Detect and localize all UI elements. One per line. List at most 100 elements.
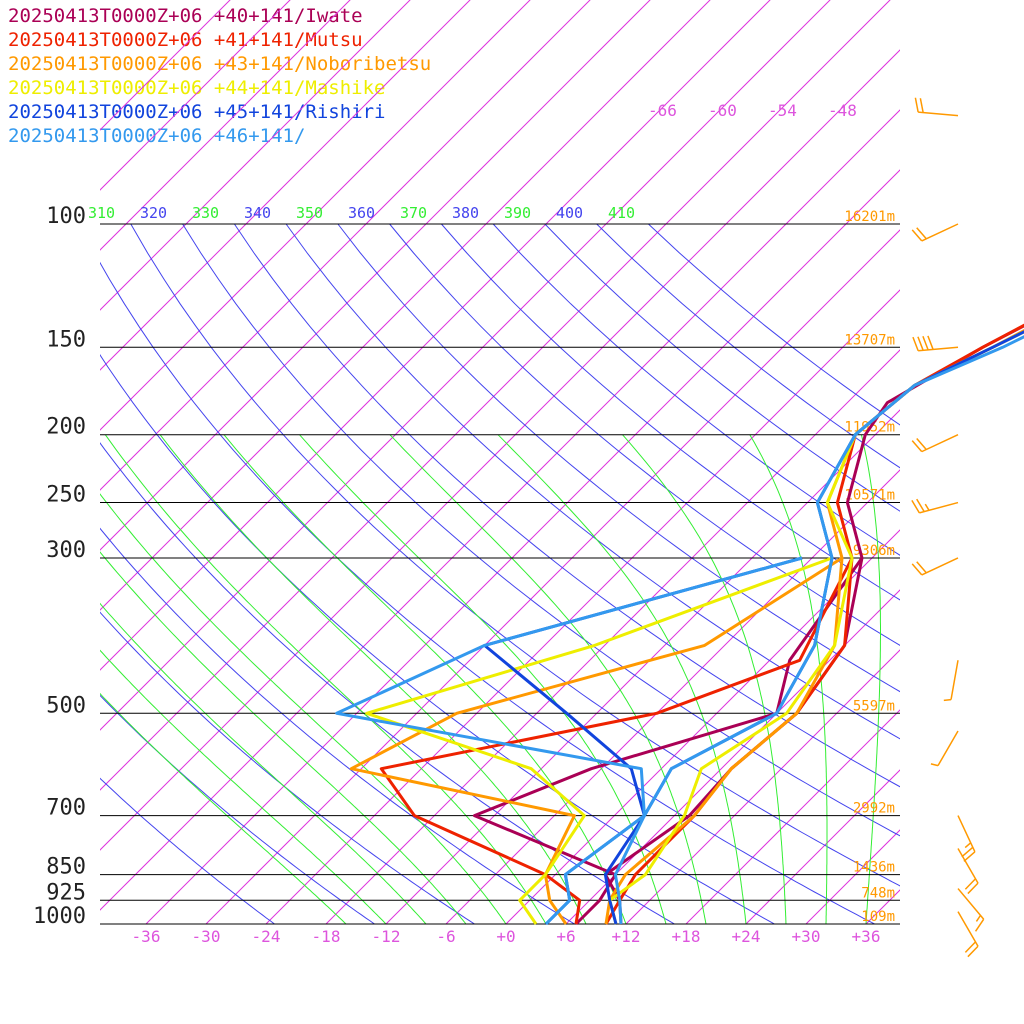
moist-adiabat-line bbox=[223, 434, 627, 924]
height-label: 748m bbox=[861, 885, 895, 901]
height-label: 5597m bbox=[853, 698, 895, 714]
temperature-tick-label: +6 bbox=[556, 927, 575, 946]
pressure-tick-label: 500 bbox=[46, 693, 86, 718]
isotherm-line bbox=[100, 0, 531, 431]
moist-adiabat-line bbox=[100, 551, 467, 924]
temperature-tick-label: +24 bbox=[732, 927, 761, 946]
pressure-tick-label: 200 bbox=[46, 415, 86, 440]
theta-label: 310 bbox=[88, 204, 115, 222]
temperature-tick-label: -24 bbox=[252, 927, 281, 946]
moist-adiabat-line bbox=[906, 435, 952, 924]
theta-label: 340 bbox=[244, 204, 271, 222]
height-label: 10571m bbox=[844, 488, 895, 504]
pressure-tick-label: 850 bbox=[46, 855, 86, 880]
dry-adiabat-lines bbox=[100, 223, 900, 924]
legend-entry: 20250413T0000Z+06 +40+141/Iwate bbox=[8, 5, 363, 27]
height-label: 1436m bbox=[853, 860, 895, 876]
dry-adiabat-line bbox=[182, 223, 900, 837]
upper-isotherm-label: -60 bbox=[708, 101, 737, 120]
dry-adiabat-line bbox=[100, 527, 575, 924]
moist-adiabat-line bbox=[299, 434, 667, 924]
moist-adiabat-line bbox=[100, 649, 387, 924]
theta-label: 390 bbox=[504, 204, 531, 222]
temperature-tick-label: +12 bbox=[612, 927, 641, 946]
isotherm-line bbox=[445, 469, 900, 924]
temperature-tick-label: -6 bbox=[436, 927, 455, 946]
temperature-tick-label: -30 bbox=[192, 927, 221, 946]
moist-adiabat-line bbox=[749, 434, 828, 924]
isotherm-line bbox=[100, 109, 900, 911]
isotherm-line bbox=[100, 0, 651, 551]
dry-adiabat-line bbox=[648, 223, 900, 426]
isotherm-lines bbox=[100, 0, 1024, 924]
isotherm-line bbox=[865, 889, 900, 924]
pressure-tick-label: 925 bbox=[46, 880, 86, 905]
wind-barb bbox=[930, 730, 959, 767]
dewpoint-profile-line bbox=[379, 557, 854, 925]
dewpoint-profile-line bbox=[335, 556, 803, 926]
temperature-profile-line bbox=[603, 324, 1024, 925]
isotherm-line bbox=[100, 0, 771, 671]
pressure-tick-label: 1000 bbox=[33, 904, 86, 929]
temperature-profile-line bbox=[613, 335, 1024, 925]
moist-adiabat-lines bbox=[100, 434, 952, 924]
wind-barb bbox=[911, 498, 959, 514]
legend-entry: 20250413T0000Z+06 +44+141/Mashike bbox=[8, 77, 386, 99]
wind-barb bbox=[914, 97, 959, 117]
height-label: 16201m bbox=[844, 209, 895, 225]
isotherm-line bbox=[100, 0, 351, 251]
pressure-tick-label: 300 bbox=[46, 538, 86, 563]
moist-adiabat-line bbox=[100, 493, 507, 924]
temperature-tick-label: +0 bbox=[496, 927, 515, 946]
moist-adiabat-line bbox=[100, 692, 347, 924]
moist-adiabat-line bbox=[497, 434, 747, 924]
dry-adiabat-line bbox=[441, 223, 900, 601]
height-label: 13707m bbox=[844, 332, 895, 348]
upper-isotherm-label: -66 bbox=[648, 101, 677, 120]
isotherm-line bbox=[986, 0, 1024, 924]
height-label: 9306m bbox=[853, 543, 895, 559]
upper-isotherm-label: -54 bbox=[768, 101, 797, 120]
theta-label: 410 bbox=[608, 204, 635, 222]
wind-barbs bbox=[911, 97, 985, 958]
moist-adiabat-line bbox=[860, 434, 881, 924]
temperature-tick-label: -12 bbox=[372, 927, 401, 946]
temperature-tick-label: +18 bbox=[672, 927, 701, 946]
theta-label: 350 bbox=[296, 204, 323, 222]
moist-adiabat-line bbox=[389, 434, 707, 924]
sounding-series bbox=[335, 323, 1024, 926]
isotherm-line bbox=[100, 0, 891, 791]
wind-barb bbox=[911, 223, 959, 242]
moist-adiabat-line bbox=[100, 602, 427, 924]
theta-label: 320 bbox=[140, 204, 167, 222]
wind-barb bbox=[943, 660, 959, 702]
theta-label: 360 bbox=[348, 204, 375, 222]
height-label: 2992m bbox=[853, 801, 895, 817]
legend-entry: 20250413T0000Z+06 +41+141/Mutsu bbox=[8, 29, 363, 51]
upper-isotherm-label: -48 bbox=[828, 101, 857, 120]
moist-adiabat-line bbox=[104, 434, 547, 924]
temperature-tick-label: +30 bbox=[792, 927, 821, 946]
legend: 20250413T0000Z+06 +40+141/Iwate 20250413T… bbox=[8, 4, 431, 148]
isobar-lines bbox=[100, 223, 900, 925]
isotherm-line bbox=[100, 0, 411, 311]
theta-label: 330 bbox=[192, 204, 219, 222]
wind-barb bbox=[957, 848, 979, 895]
isotherm-line bbox=[685, 709, 900, 924]
isotherm-line bbox=[926, 0, 1024, 924]
isotherm-line bbox=[100, 0, 471, 371]
dewpoint-profile-line bbox=[472, 557, 864, 926]
theta-label: 380 bbox=[452, 204, 479, 222]
height-label: 109m bbox=[861, 909, 895, 925]
pressure-tick-label: 250 bbox=[46, 483, 86, 508]
wind-barb bbox=[957, 911, 979, 958]
wind-barb bbox=[957, 888, 985, 932]
isotherm-line bbox=[100, 0, 231, 131]
moist-adiabat-line bbox=[622, 434, 787, 924]
temperature-tick-label: -36 bbox=[132, 927, 161, 946]
theta-label: 400 bbox=[556, 204, 583, 222]
temperature-profile-line bbox=[608, 330, 1024, 925]
dewpoint-profile-line bbox=[365, 556, 833, 925]
